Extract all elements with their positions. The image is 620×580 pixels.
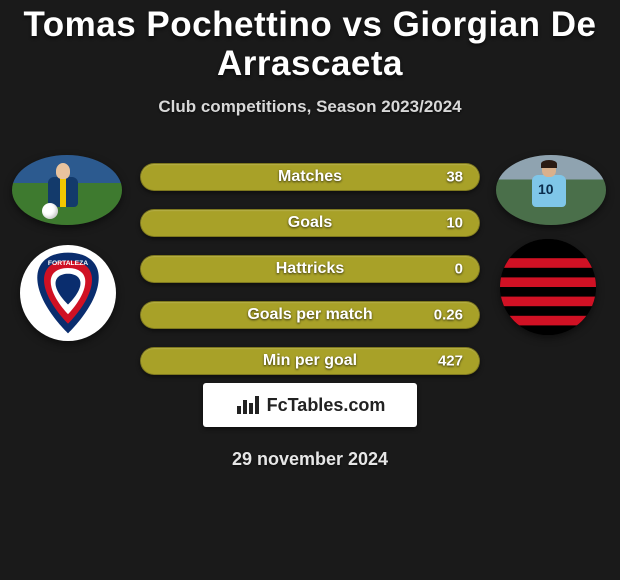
bars-icon [235, 394, 261, 416]
page-title: Tomas Pochettino vs Giorgian De Arrascae… [0, 6, 620, 83]
player-right-avatar: 10 [496, 155, 606, 225]
club-right-badge [500, 239, 596, 335]
comparison-card: Tomas Pochettino vs Giorgian De Arrascae… [0, 0, 620, 580]
stat-label: Matches [278, 168, 342, 186]
player-right-number: 10 [538, 181, 554, 197]
stat-bar: Goals 10 [140, 209, 480, 237]
stat-bars: Matches 38 Goals 10 Hattricks 0 Goals pe… [140, 163, 480, 393]
subtitle: Club competitions, Season 2023/2024 [0, 97, 620, 117]
svg-text:FORTALEZA: FORTALEZA [48, 260, 88, 267]
stat-bar: Matches 38 [140, 163, 480, 191]
stat-value: 0 [455, 261, 463, 278]
stat-label: Goals [288, 214, 332, 232]
stat-label: Min per goal [263, 352, 357, 370]
stat-value: 0.26 [434, 307, 463, 324]
stat-value: 10 [446, 215, 463, 232]
stat-bar: Hattricks 0 [140, 255, 480, 283]
player-left-avatar [12, 155, 122, 225]
stat-bar: Goals per match 0.26 [140, 301, 480, 329]
stat-value: 427 [438, 353, 463, 370]
date-text: 29 november 2024 [0, 449, 620, 470]
stat-value: 38 [446, 169, 463, 186]
stats-area: 10 FORTALEZA [0, 145, 620, 375]
stat-bar: Min per goal 427 [140, 347, 480, 375]
stat-label: Goals per match [247, 306, 372, 324]
site-logo-text: FcTables.com [267, 395, 386, 416]
stat-label: Hattricks [276, 260, 344, 278]
club-left-badge: FORTALEZA [20, 245, 116, 341]
